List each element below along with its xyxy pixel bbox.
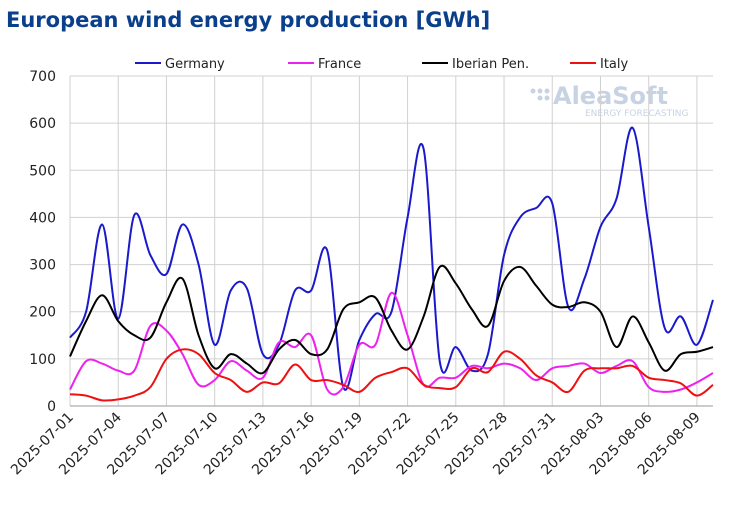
series-line: [69, 291, 714, 396]
legend-label: Germany: [165, 57, 225, 72]
series-line: [69, 264, 714, 375]
y-tick-label: 600: [29, 116, 56, 132]
watermark-dot: [537, 95, 543, 101]
y-tick-label: 500: [29, 163, 56, 179]
y-tick-label: 700: [29, 69, 56, 85]
watermark-dot: [544, 95, 550, 101]
y-tick-label: 400: [29, 210, 56, 226]
y-tick-label: 100: [29, 352, 56, 368]
legend-label: Iberian Pen.: [452, 57, 529, 72]
watermark-dot: [537, 88, 543, 94]
y-tick-label: 300: [29, 258, 56, 274]
watermark-tagline: ENERGY FORECASTING: [585, 109, 688, 119]
watermark-dot: [530, 88, 536, 94]
series-line: [69, 126, 714, 391]
legend-label: Italy: [600, 57, 629, 72]
watermark: AleaSoft ENERGY FORECASTING: [530, 82, 688, 119]
y-tick-label: 0: [47, 399, 56, 415]
series-line: [69, 348, 714, 402]
legend-label: France: [318, 57, 361, 72]
watermark-dot: [544, 88, 550, 94]
y-tick-label: 200: [29, 305, 56, 321]
watermark-brand: AleaSoft: [553, 82, 668, 110]
chart-title: European wind energy production [GWh]: [6, 8, 490, 32]
